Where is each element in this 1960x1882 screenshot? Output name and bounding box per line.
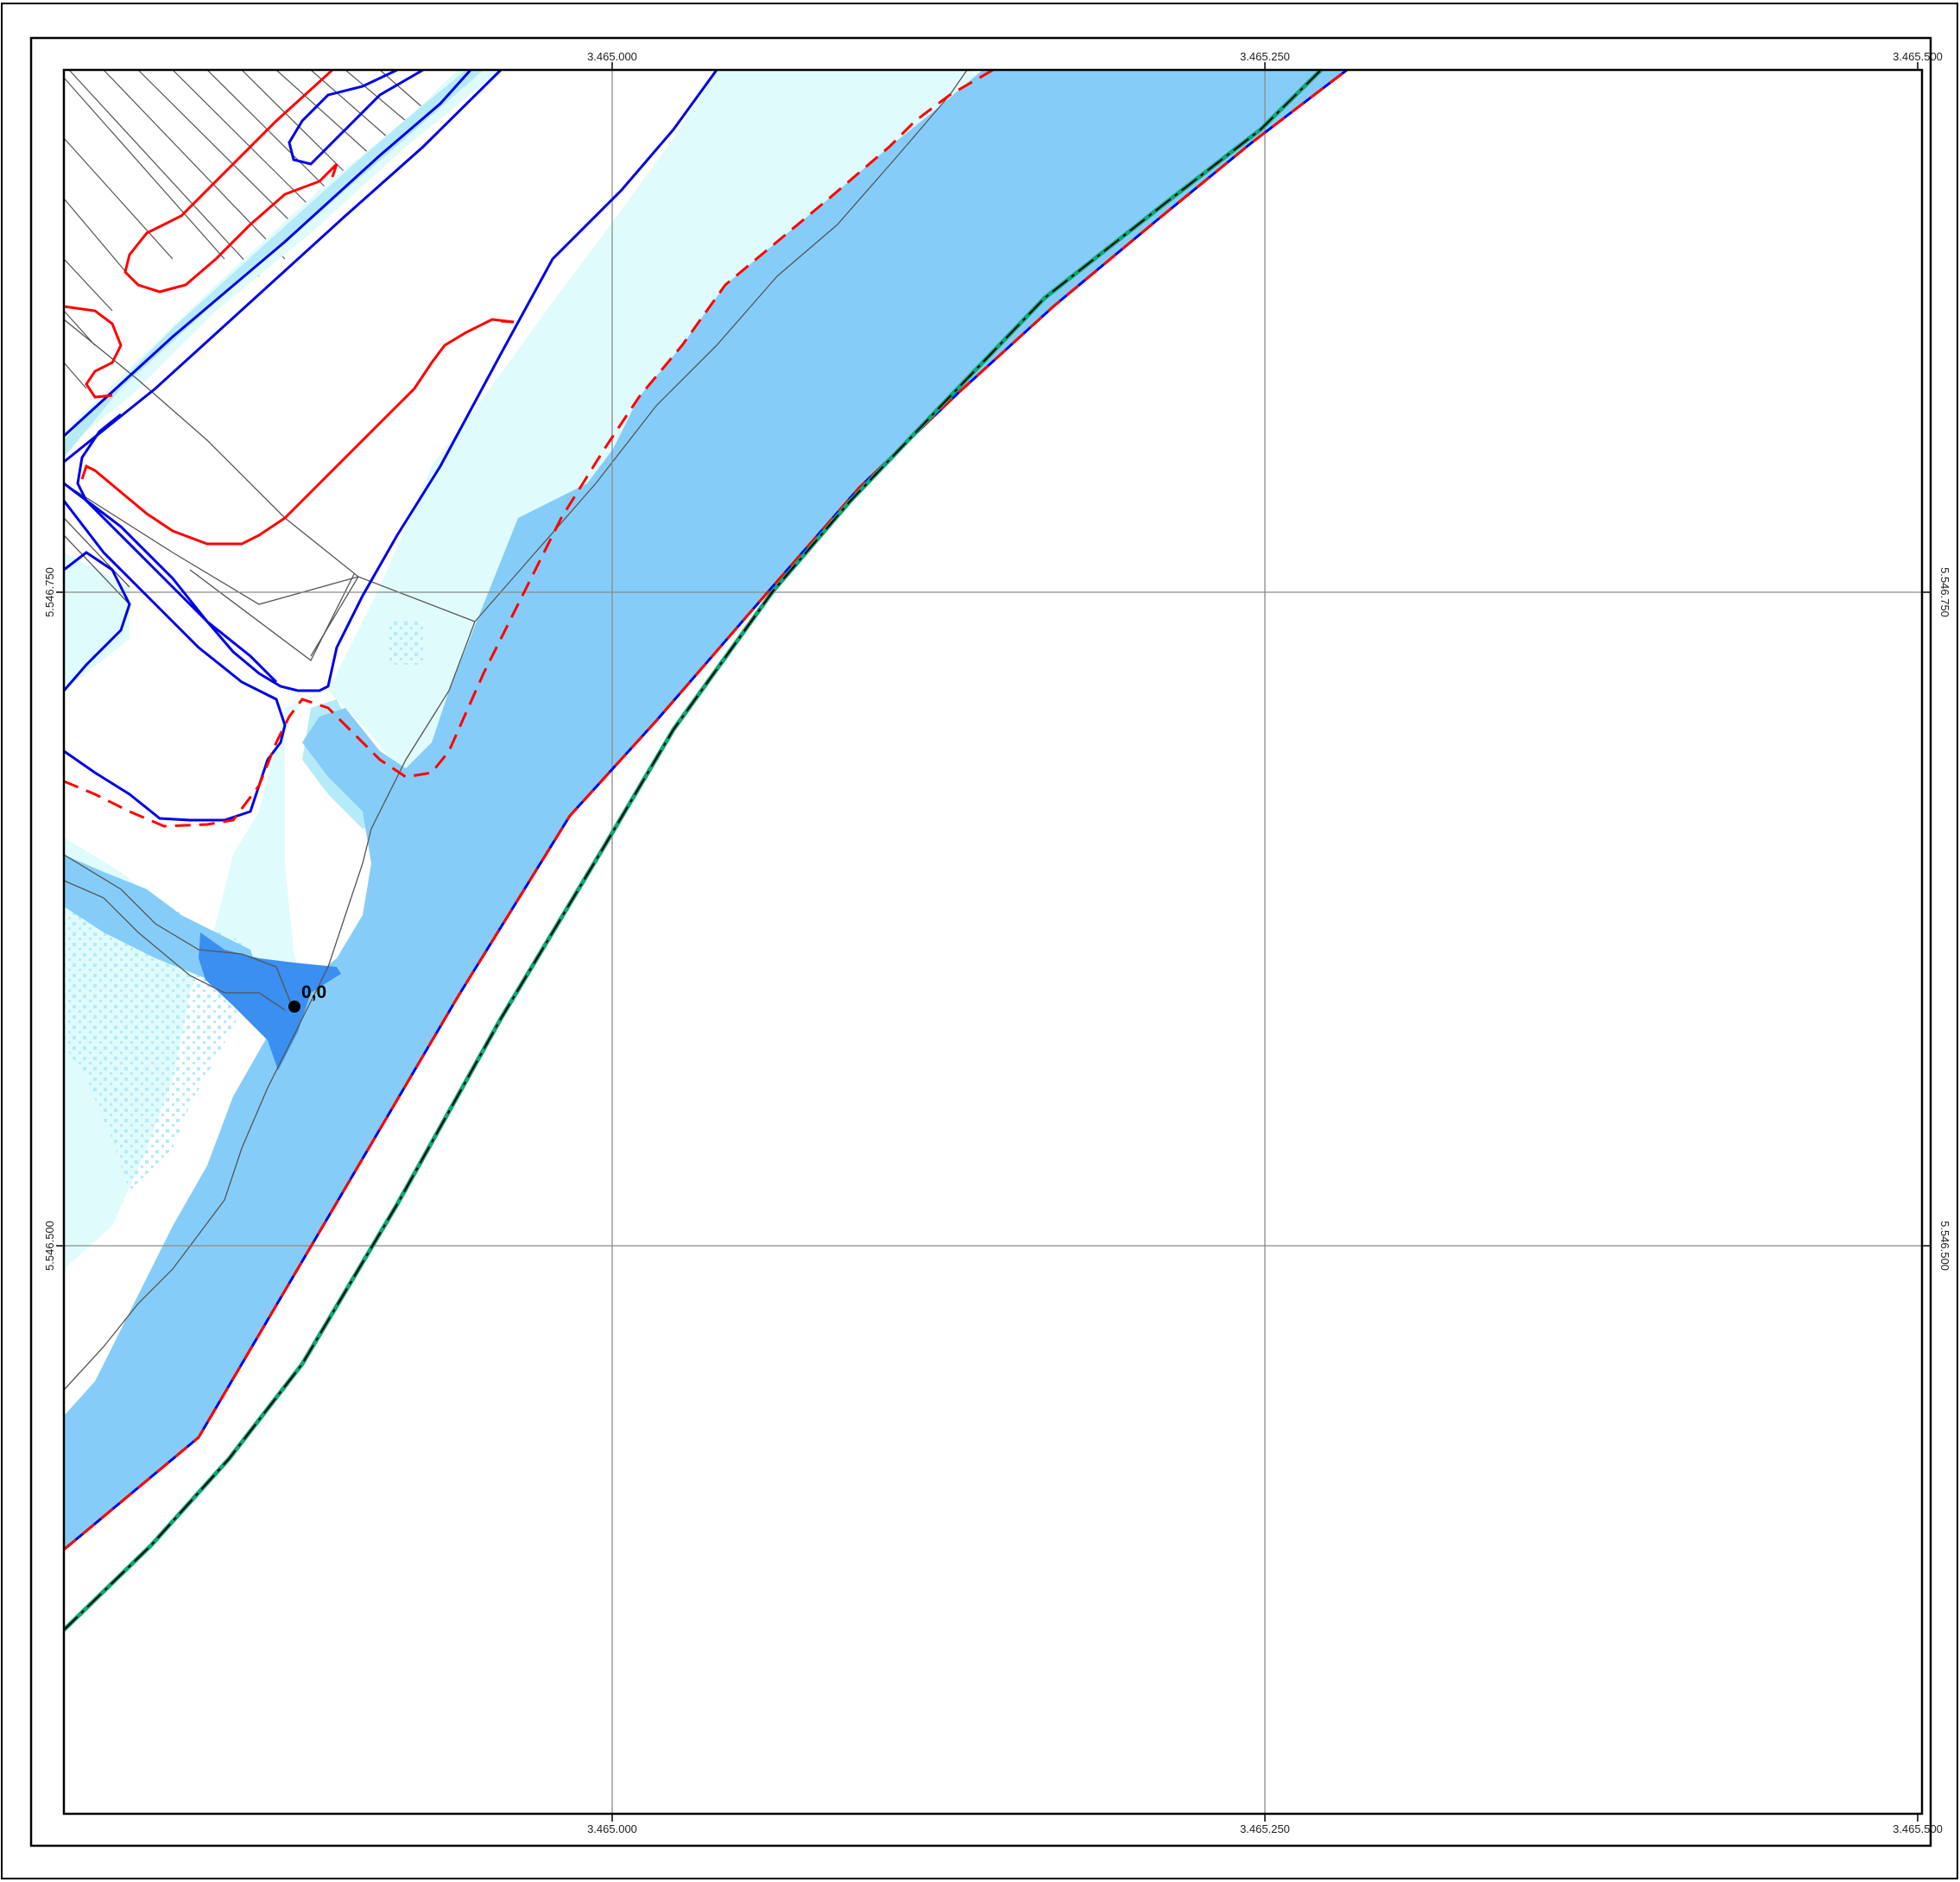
floodplain-extent xyxy=(64,70,984,1433)
levee-centerline xyxy=(64,70,1322,1631)
floodplain-upper-strip xyxy=(64,70,501,449)
easting-label-bottom: 3.465.000 xyxy=(587,1822,637,1835)
northing-label-left: 5.546.750 xyxy=(43,567,56,617)
easting-label-top: 3.465.500 xyxy=(1893,50,1943,63)
easting-label-top: 3.465.000 xyxy=(587,50,637,63)
hazard-zone-boundary xyxy=(64,70,515,546)
river-channel xyxy=(64,70,1347,1550)
measurement-point-label: 0,0 xyxy=(301,982,326,1002)
hazard-zone-boundary-dashed xyxy=(64,70,1348,1551)
easting-label-bottom: 3.465.250 xyxy=(1240,1822,1290,1835)
coordinate-grid xyxy=(64,70,1922,1814)
page-frame xyxy=(1,3,1958,1879)
measurement-point-icon xyxy=(288,1001,300,1013)
deep-water-zone xyxy=(199,932,341,1070)
northing-label-right: 5.546.500 xyxy=(1938,1221,1951,1271)
map-area: 0,0 xyxy=(64,70,1922,1814)
map-outer-frame xyxy=(29,36,1932,1847)
map-inner-frame xyxy=(62,68,1924,1816)
floodplain-speckle xyxy=(389,622,423,665)
easting-label-top: 3.465.250 xyxy=(1240,50,1290,63)
grid-ticks xyxy=(56,62,1930,1822)
parcel-boundaries xyxy=(64,70,968,1391)
northing-label-left: 5.546.500 xyxy=(43,1221,56,1271)
floodplain-speckle xyxy=(130,1079,181,1122)
easting-label-bottom: 3.465.500 xyxy=(1893,1822,1943,1835)
northing-label-right: 5.546.750 xyxy=(1938,567,1951,617)
